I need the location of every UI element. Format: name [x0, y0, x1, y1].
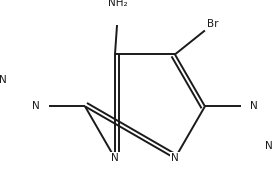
Text: Br: Br [207, 19, 218, 29]
Text: N: N [250, 101, 258, 111]
Text: N: N [0, 75, 7, 85]
Text: NH₂: NH₂ [108, 0, 128, 9]
Text: N: N [171, 153, 179, 163]
Text: N: N [265, 141, 273, 151]
Text: N: N [111, 153, 119, 163]
Text: N: N [32, 101, 40, 111]
